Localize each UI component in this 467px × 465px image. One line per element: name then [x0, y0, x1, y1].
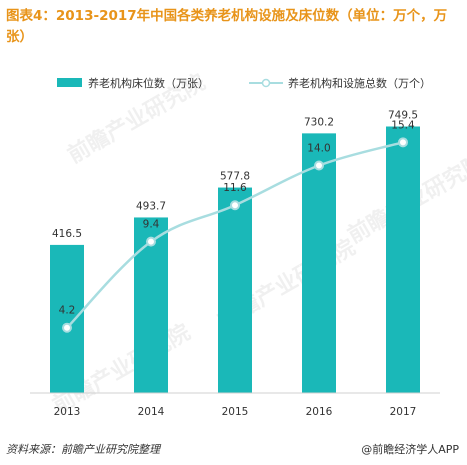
x-tick-label: 2013	[54, 406, 81, 418]
legend-label-bar: 养老机构床位数（万张）	[88, 76, 209, 90]
x-tick-label: 2014	[138, 406, 165, 418]
bar-value-label: 749.5	[388, 110, 418, 122]
footer: 资料来源：前瞻产业研究院整理 @前瞻经济学人APP	[0, 434, 467, 465]
bar-value-label: 577.8	[220, 171, 250, 183]
line-value-label: 14.0	[307, 143, 330, 155]
x-axis-tick-labels: 2013 2014 2015 2016 2017	[54, 406, 417, 418]
line-value-label: 9.4	[143, 219, 160, 231]
bar-series	[50, 126, 420, 394]
line-point	[230, 200, 240, 211]
bar-value-label: 493.7	[136, 200, 166, 212]
bar-value-labels: 416.5 493.7 577.8 730.2 749.5	[52, 110, 418, 240]
line-value-labels: 4.2 9.4 11.6 14.0 15.4	[59, 119, 415, 316]
x-tick-label: 2015	[222, 406, 249, 418]
x-tick-label: 2016	[306, 406, 333, 418]
line-value-label: 11.6	[223, 182, 247, 194]
bar	[134, 217, 168, 393]
chart: 前瞻产业研究院前瞻产业研究院前瞻产业研究院前瞻产业研究院 养老机构床位数（万张）…	[30, 69, 467, 419]
legend-swatch-marker	[261, 78, 271, 88]
legend: 养老机构床位数（万张） 养老机构和设施总数（万个）	[57, 76, 431, 90]
legend-label-line: 养老机构和设施总数（万个）	[288, 76, 431, 90]
chart-title: 图表4：2013-2017年中国各类养老机构设施及床位数（单位：万个，万张）	[6, 8, 448, 45]
line-value-label: 15.4	[391, 119, 415, 131]
line-point	[146, 236, 156, 247]
line-point	[62, 322, 72, 333]
bar	[50, 244, 84, 393]
line-point	[314, 160, 324, 171]
bar	[218, 187, 252, 393]
bar-value-label: 730.2	[304, 116, 334, 128]
line-point	[398, 137, 408, 148]
line-series	[62, 137, 408, 333]
line-value-label: 4.2	[59, 305, 76, 317]
x-tick-label: 2017	[390, 406, 417, 418]
bar	[386, 126, 420, 393]
source-note: 资料来源：前瞻产业研究院整理	[6, 443, 160, 456]
brand-credit: @前瞻经济学人APP	[361, 443, 459, 456]
bar-value-label: 416.5	[52, 228, 82, 240]
legend-swatch-bar	[57, 78, 82, 87]
bar	[302, 133, 336, 394]
